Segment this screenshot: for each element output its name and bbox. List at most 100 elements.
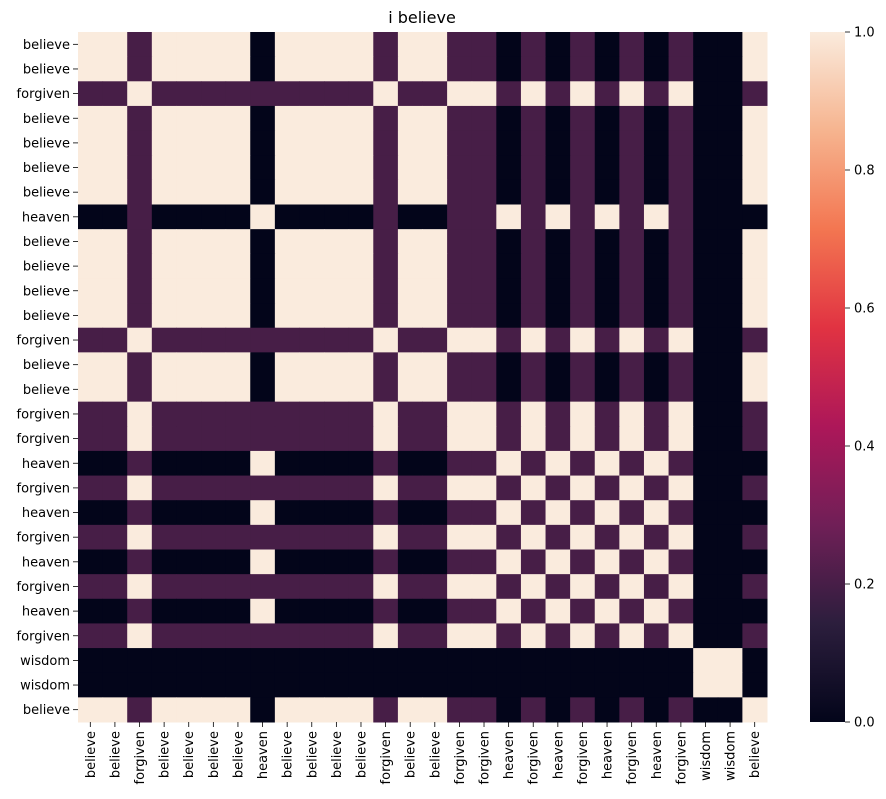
heatmap-cell (668, 155, 694, 181)
heatmap-cell (324, 377, 350, 403)
heatmap-cell (225, 426, 251, 452)
heatmap-cell (127, 574, 153, 600)
heatmap-cell (693, 401, 719, 427)
heatmap-cell (151, 179, 177, 205)
heatmap-cell (742, 303, 768, 329)
heatmap-cell (373, 549, 399, 575)
heatmap-cell (570, 303, 596, 329)
heatmap-cell (471, 574, 497, 600)
heatmap-cell (397, 204, 423, 230)
heatmap-cell (176, 303, 202, 329)
x-tick-label: believe (108, 731, 123, 778)
heatmap-cell (717, 32, 743, 58)
heatmap-cell (619, 155, 645, 181)
heatmap-cell (299, 56, 325, 82)
heatmap-cell (299, 377, 325, 403)
heatmap-cell (102, 574, 128, 600)
heatmap-cell (225, 672, 251, 698)
heatmap-cell (520, 648, 547, 674)
heatmap-cell (299, 426, 325, 452)
heatmap-cell (570, 648, 596, 674)
y-tick-label: believe (23, 358, 70, 373)
x-tick-label: heaven (256, 731, 271, 779)
heatmap-cell (619, 524, 645, 550)
heatmap-cell (274, 524, 300, 550)
heatmap-cell (78, 253, 104, 279)
y-tick-label: heaven (22, 457, 70, 472)
heatmap-cell (693, 204, 719, 230)
heatmap-cell (594, 549, 620, 575)
heatmap-cell (274, 598, 300, 624)
heatmap-cell (324, 179, 350, 205)
heatmap-cell (127, 648, 153, 674)
heatmap-cell (668, 500, 694, 526)
heatmap-cell (717, 426, 743, 452)
heatmap-cell (570, 549, 596, 575)
heatmap-cell (151, 204, 177, 230)
heatmap-cell (78, 623, 104, 649)
heatmap-cell (299, 648, 325, 674)
heatmap-cell (250, 56, 276, 82)
heatmap-cell (176, 450, 202, 477)
heatmap-cell (201, 549, 227, 575)
heatmap-cell (274, 450, 300, 477)
heatmap-cell (447, 130, 473, 156)
heatmap-cell (668, 426, 694, 452)
heatmap-cell (496, 278, 522, 304)
heatmap-cell (668, 672, 694, 698)
heatmap-cell (373, 81, 399, 107)
heatmap-cell (102, 179, 128, 205)
heatmap-cell (717, 377, 743, 403)
heatmap-cell (496, 32, 522, 58)
heatmap-cell (619, 377, 645, 403)
x-tick-label: believe (428, 731, 443, 778)
heatmap-cell (225, 500, 251, 526)
heatmap-cell (274, 56, 300, 82)
colorbar-tick-label: 0.4 (854, 440, 875, 455)
heatmap-cell (274, 204, 300, 230)
x-tick-label: forgiven (674, 731, 689, 784)
heatmap-cell (619, 303, 645, 329)
heatmap-cell (348, 377, 374, 403)
heatmap-cell (102, 475, 128, 501)
heatmap-cell (274, 81, 300, 107)
heatmap-cell (201, 352, 227, 378)
heatmap-cell (151, 130, 177, 156)
heatmap-cell (397, 105, 423, 132)
heatmap-cell (496, 303, 522, 329)
heatmap-cell (422, 327, 448, 353)
heatmap-cell (151, 426, 177, 452)
heatmap-cell (447, 549, 473, 575)
heatmap-cell (397, 500, 423, 526)
heatmap-cell (570, 401, 596, 427)
heatmap-cell (668, 352, 694, 378)
heatmap-cell (496, 524, 522, 550)
heatmap-cell (78, 450, 104, 477)
heatmap-cell (324, 426, 350, 452)
heatmap-cell (373, 352, 399, 378)
heatmap-cell (693, 450, 719, 477)
heatmap-cell (422, 648, 448, 674)
x-tick-label: believe (354, 731, 369, 778)
heatmap-cell (127, 672, 153, 698)
heatmap-cell (324, 598, 350, 624)
heatmap-cell (127, 32, 153, 58)
heatmap-cell (373, 648, 399, 674)
heatmap-cell (324, 56, 350, 82)
heatmap-cell (570, 574, 596, 600)
heatmap-cell (102, 623, 128, 649)
colorbar-tick-label: 0.6 (854, 302, 875, 317)
heatmap-cell (693, 327, 719, 353)
heatmap-cell (348, 401, 374, 427)
heatmap-cell (225, 105, 251, 132)
heatmap-cell (422, 623, 448, 649)
heatmap-cell (668, 278, 694, 304)
heatmap-cell (471, 229, 497, 255)
heatmap-cell (570, 598, 596, 624)
heatmap-cell (176, 475, 202, 501)
heatmap-cell (225, 303, 251, 329)
heatmap-cell (299, 278, 325, 304)
heatmap-cell (397, 574, 423, 600)
heatmap-cell (373, 697, 399, 723)
heatmap-cell (717, 401, 743, 427)
